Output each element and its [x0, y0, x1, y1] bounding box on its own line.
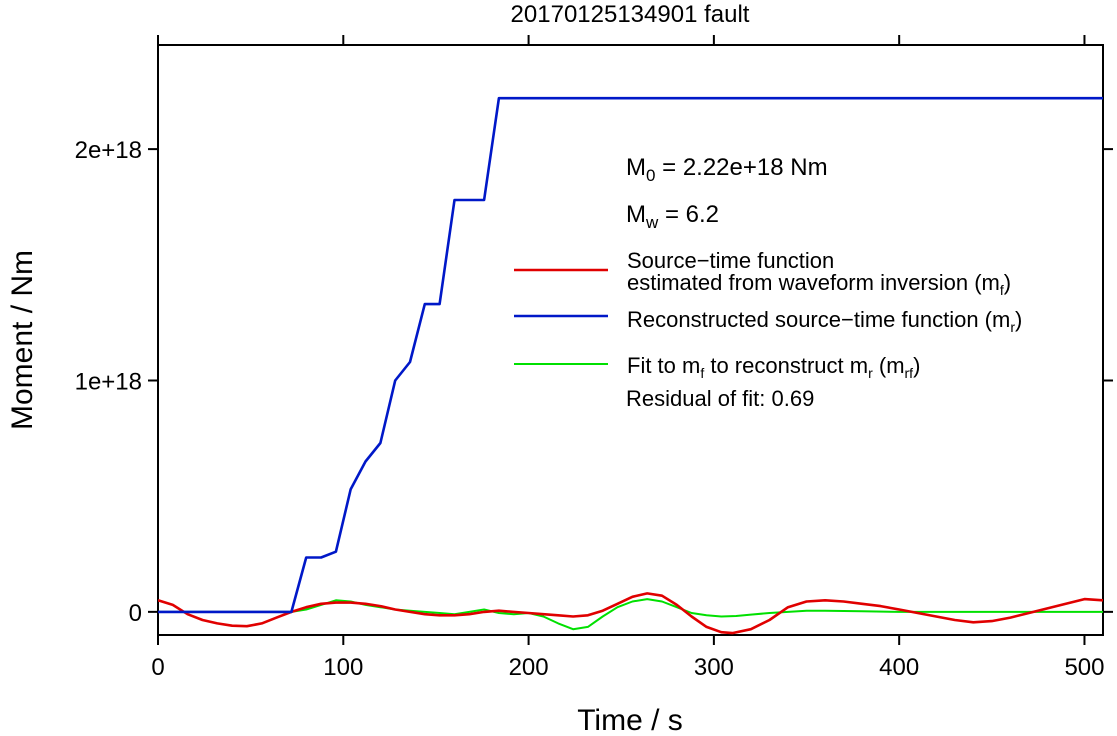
x-tick-label: 0: [151, 654, 164, 681]
annotation-m0: M0 = 2.22e+18 Nm: [626, 154, 828, 185]
x-tick-label: 400: [879, 654, 919, 681]
x-axis-label: Time / s: [577, 704, 683, 736]
annotation-residual: Residual of fit: 0.69: [626, 386, 814, 411]
series-line-reconstructed: [158, 96, 1103, 614]
plot-frame: [157, 44, 1104, 636]
x-tick-label: 200: [509, 654, 549, 681]
series-line-fit: [158, 598, 1103, 631]
chart-title: 20170125134901 fault: [511, 1, 750, 28]
x-tick-label: 500: [1064, 654, 1104, 681]
y-tick-label: 0: [129, 600, 142, 627]
series-lines: [158, 96, 1103, 635]
series-line-source-time: [158, 592, 1103, 635]
x-tick-label: 300: [694, 654, 734, 681]
legend-label: Reconstructed source−time function (mr): [627, 307, 1022, 335]
annotation-mw: Mw = 6.2: [626, 201, 719, 232]
axis-ticks: [148, 35, 1113, 645]
legend-label: Source−time function: [627, 248, 834, 273]
legend-label: estimated from waveform inversion (mf): [627, 270, 1011, 298]
y-tick-label: 1e+18: [75, 368, 142, 395]
y-tick-label: 2e+18: [75, 137, 142, 164]
tick-labels: 0 100 200 300 400 500 0 1e+18 2e+18: [75, 137, 1105, 681]
x-tick-label: 100: [323, 654, 363, 681]
y-axis-label: Moment / Nm: [6, 250, 39, 430]
legend-label: Fit to mf to reconstruct mr (mrf): [627, 353, 920, 381]
